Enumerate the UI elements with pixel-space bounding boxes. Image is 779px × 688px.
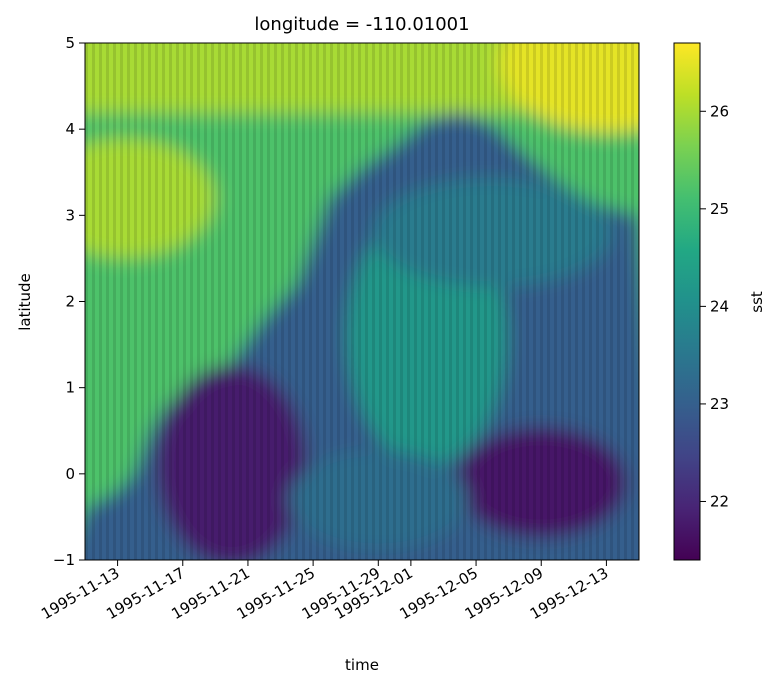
colorbar-frame — [673, 42, 701, 561]
y-axis: −1 0 1 2 3 4 5 — [53, 34, 85, 569]
y-tick-label: 0 — [65, 465, 75, 483]
x-axis: 1995-11-131995-11-171995-11-211995-11-25… — [38, 560, 611, 623]
colorbar-tick-label: 25 — [710, 200, 729, 218]
y-tick-label: 4 — [65, 120, 75, 138]
colorbar-gradient — [674, 43, 700, 560]
y-tick-label: −1 — [53, 551, 75, 569]
y-tick-label: 2 — [65, 293, 75, 311]
colorbar-tick-label: 26 — [710, 102, 729, 120]
colorbar-tick-label: 23 — [710, 395, 729, 413]
x-axis-label: time — [345, 656, 379, 674]
colorbar-tick-label: 22 — [710, 492, 729, 510]
colorbar: 22 23 24 25 26 sst — [673, 42, 766, 561]
colorbar-label: sst — [748, 291, 766, 313]
heatmap-field — [85, 43, 639, 560]
colorbar-tick-label: 24 — [710, 297, 729, 315]
y-tick-label: 5 — [65, 34, 75, 52]
y-tick-label: 1 — [65, 379, 75, 397]
y-tick-label: 3 — [65, 206, 75, 224]
y-axis-label: latitude — [16, 273, 34, 331]
chart-title: longitude = -110.01001 — [254, 14, 469, 35]
